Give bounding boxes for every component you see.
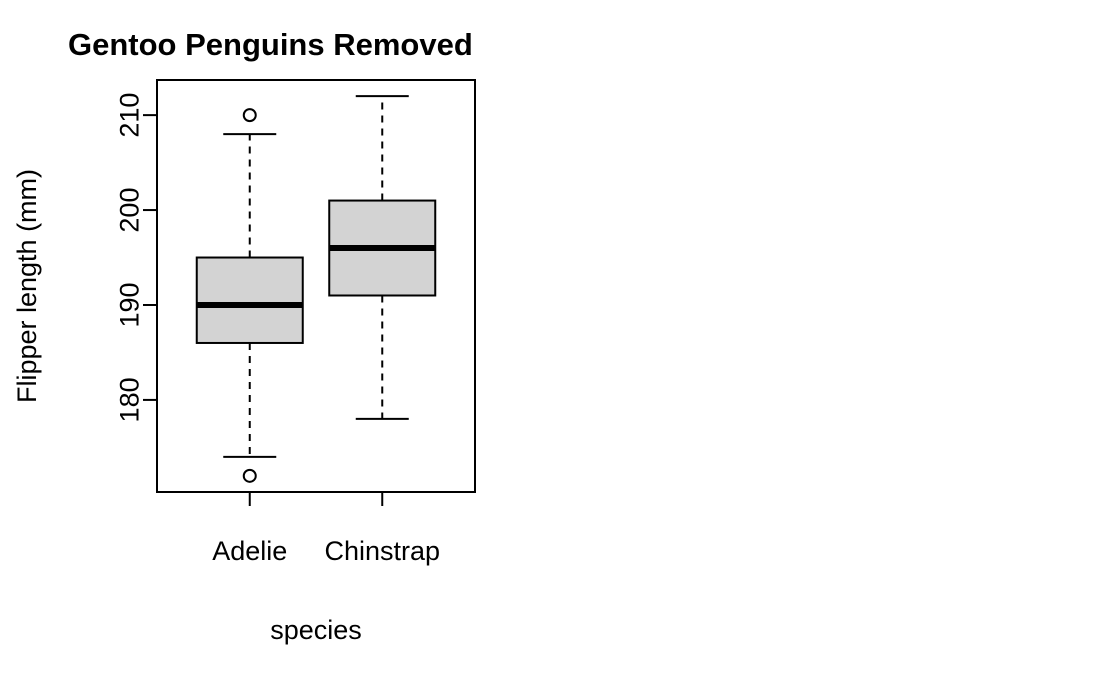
x-tick-label: Adelie: [212, 536, 287, 566]
y-tick-label: 200: [114, 188, 144, 233]
y-tick-label: 180: [114, 377, 144, 422]
plot-area: 180 190 200 210 Adelie Chinstrap: [114, 79, 476, 566]
y-tick-label: 190: [114, 282, 144, 327]
outlier-point: [242, 468, 257, 483]
x-tick-label: Chinstrap: [324, 536, 440, 566]
outlier-point: [242, 108, 257, 123]
y-axis-label: Flipper length (mm): [12, 169, 42, 403]
plot-border: [156, 79, 476, 493]
y-tick-label: 210: [114, 93, 144, 138]
iqr-box: [195, 256, 304, 344]
x-axis-label: species: [270, 615, 362, 645]
chart-title: Gentoo Penguins Removed: [68, 27, 473, 62]
